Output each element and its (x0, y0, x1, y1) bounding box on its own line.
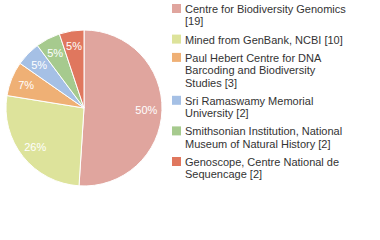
legend-swatch (172, 53, 181, 62)
legend-label: Paul Hebert Centre for DNABarcoding and … (185, 52, 322, 89)
legend-swatch (172, 126, 181, 135)
legend-swatch (172, 35, 181, 44)
legend-label: Mined from GenBank, NCBI [10] (185, 34, 343, 46)
legend-swatch (172, 157, 181, 166)
slices (6, 30, 162, 186)
data-label: 5% (31, 59, 47, 71)
data-label: 7% (18, 79, 34, 91)
legend: Centre for Biodiversity Genomics[19] Mine… (172, 3, 346, 180)
legend-label: Genoscope, Centre National deSequencage … (185, 156, 339, 180)
pie-slice (79, 30, 162, 186)
data-label: 5% (47, 47, 63, 59)
data-label: 50% (135, 104, 157, 116)
legend-label: Centre for Biodiversity Genomics[19] (185, 3, 346, 27)
pie-slice (59, 30, 84, 108)
chart: 50%26%7%5%5%5%Centre for Biodiversity Ge… (0, 0, 380, 240)
data-label: 26% (24, 141, 46, 153)
data-labels: 50%26%7%5%5%5% (18, 40, 157, 153)
data-label: 5% (66, 40, 82, 52)
legend-label: Smithsonian Institution, NationalMuseum … (185, 125, 342, 149)
legend-label: Sri Ramaswamy MemorialUniversity [2] (185, 95, 313, 119)
pie-slice (6, 96, 84, 186)
legend-swatch (172, 96, 181, 105)
legend-swatch (172, 4, 181, 13)
